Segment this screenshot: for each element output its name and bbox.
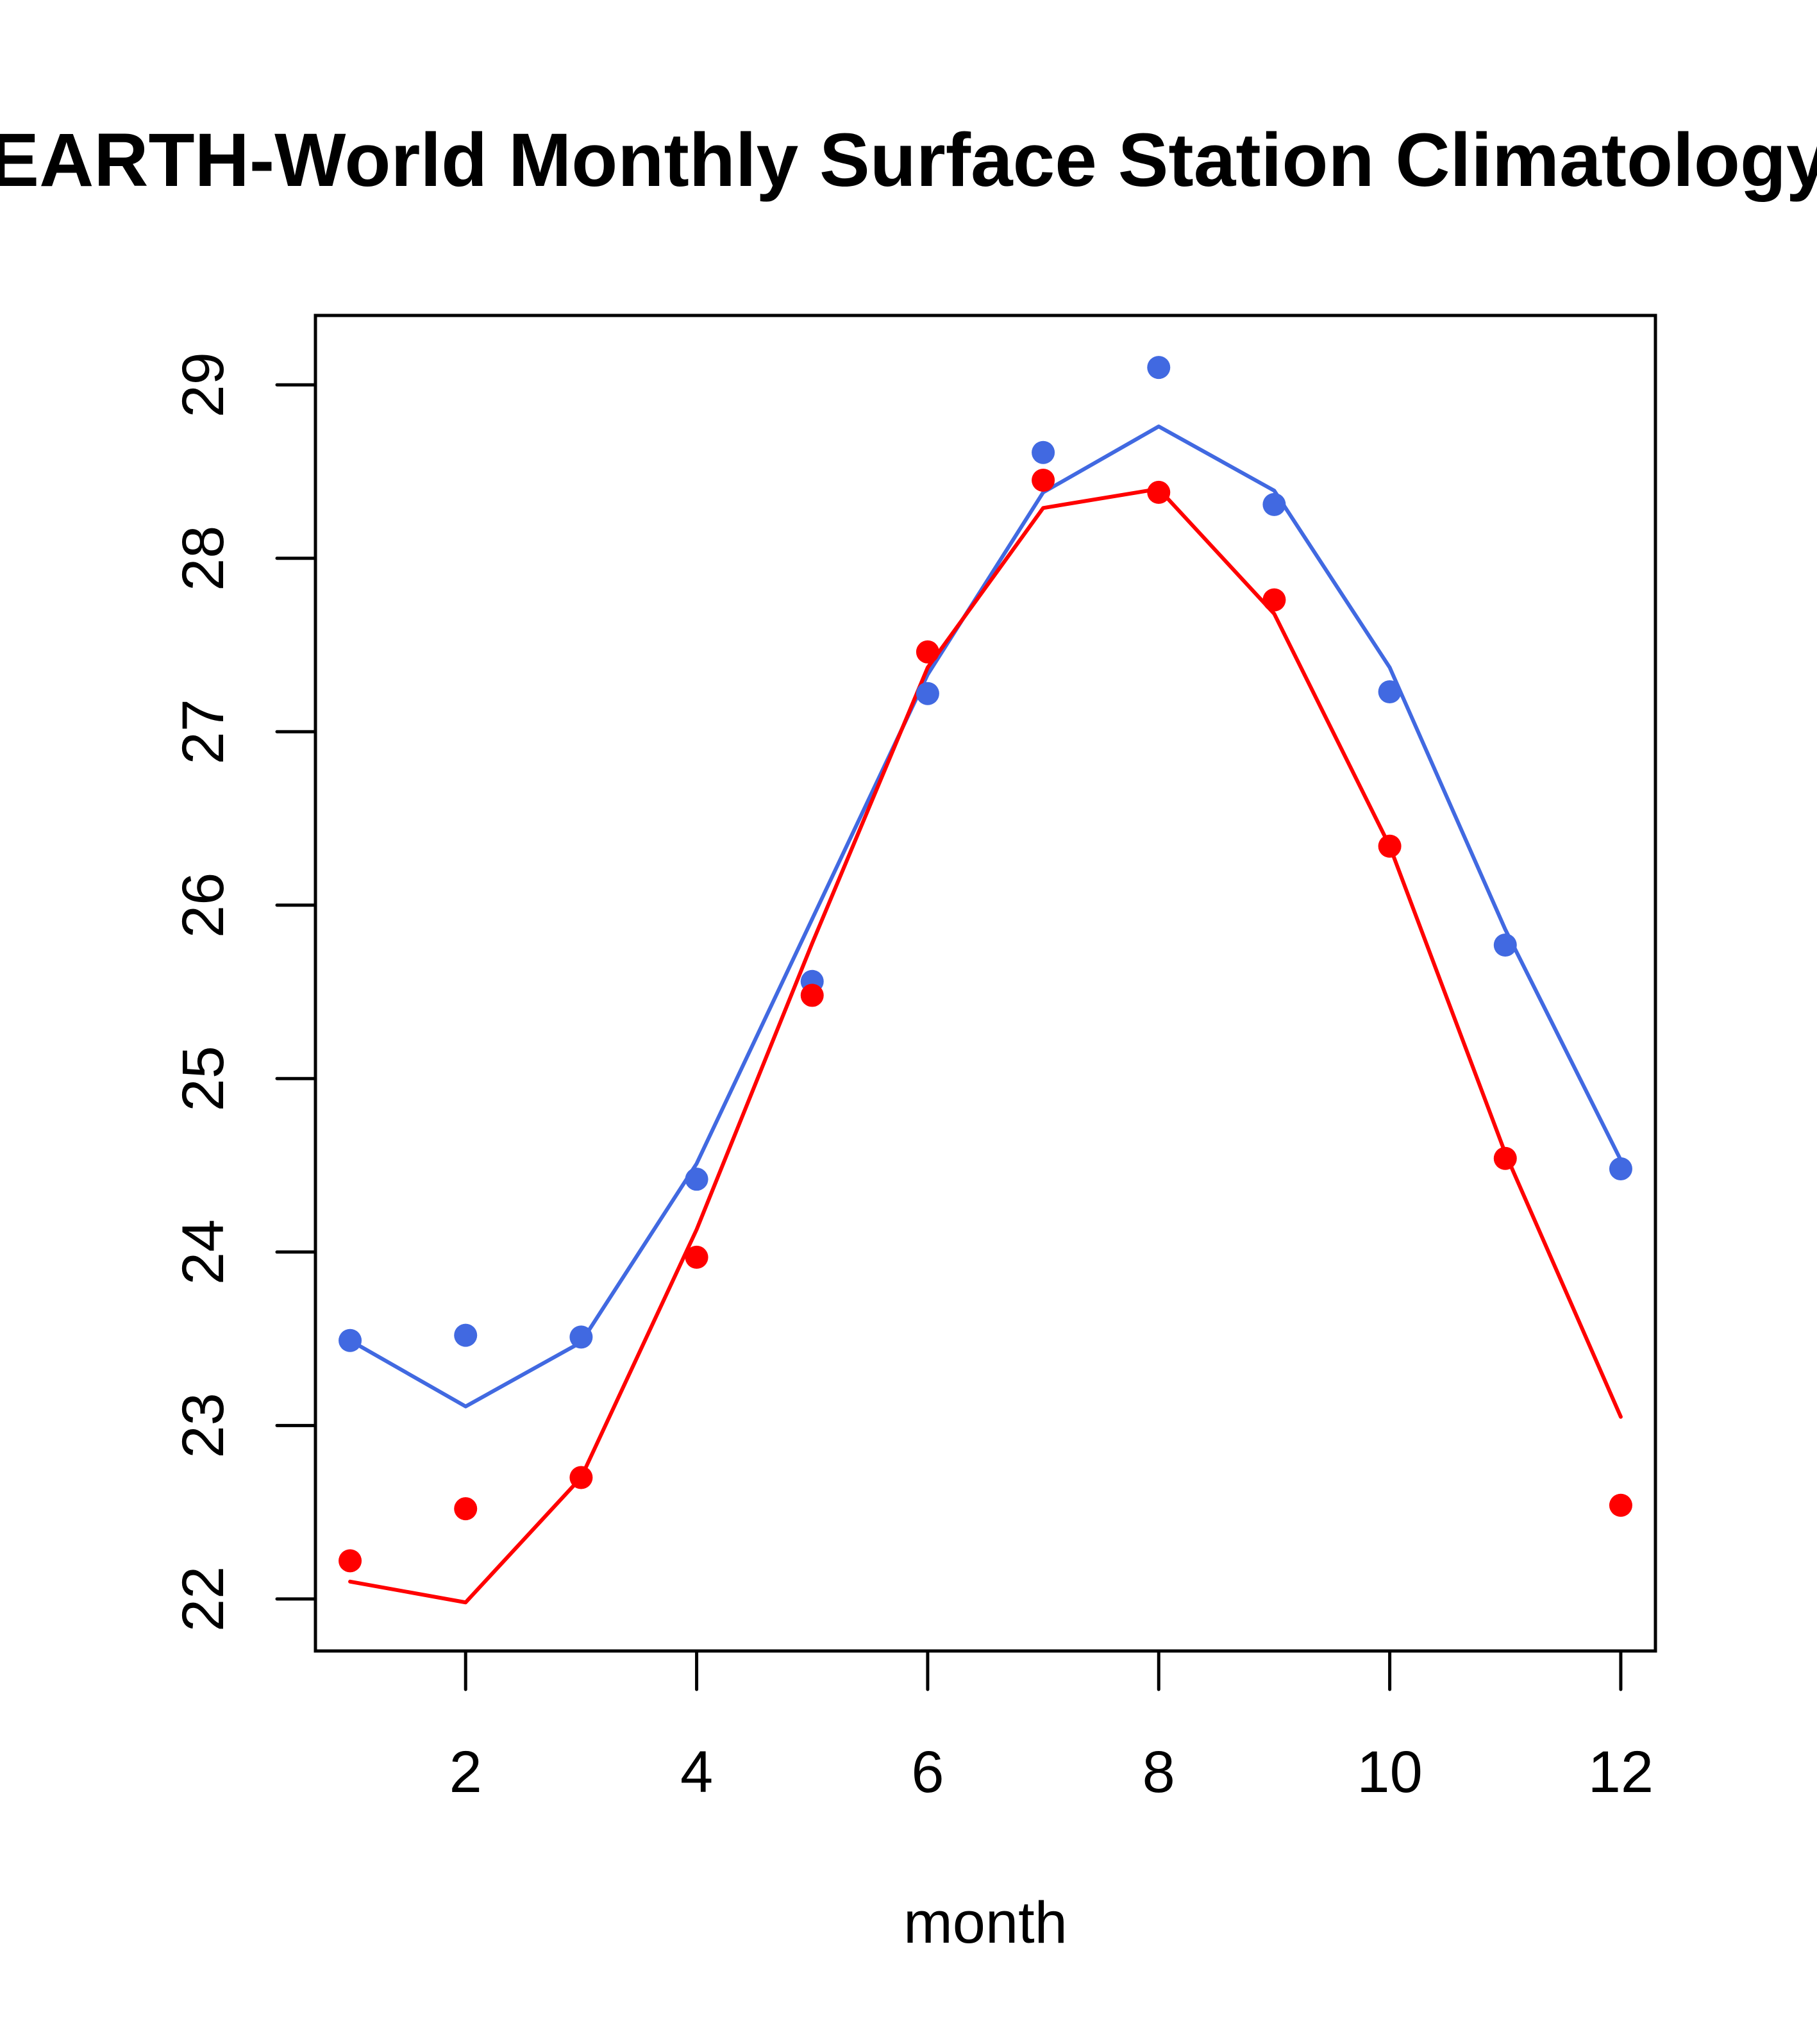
- blue-point: [1609, 1157, 1632, 1180]
- red-point: [339, 1549, 362, 1573]
- y-tick-label: 22: [171, 1566, 236, 1632]
- red-line: [348, 487, 1623, 1605]
- blue-point: [916, 682, 939, 705]
- blue-point: [685, 1168, 708, 1191]
- x-tick-label: 4: [680, 1739, 713, 1805]
- y-tick-label: 23: [171, 1393, 236, 1458]
- x-tick-label: 6: [911, 1739, 944, 1805]
- blue-line: [348, 424, 1623, 1409]
- red-point: [1032, 468, 1055, 492]
- blue-point: [569, 1325, 593, 1349]
- blue-point: [339, 1328, 362, 1352]
- y-tick-label: 27: [171, 699, 236, 764]
- red-point: [454, 1497, 478, 1521]
- red-point: [1609, 1493, 1632, 1517]
- x-tick-label: 10: [1357, 1739, 1422, 1805]
- x-tick-label: 12: [1588, 1739, 1654, 1805]
- blue-point: [1378, 680, 1402, 704]
- blue-point: [1147, 356, 1171, 380]
- y-axis: 22 23 24 25 26 27 28 29: [171, 352, 317, 1632]
- red-point: [1262, 588, 1286, 612]
- red-point: [800, 984, 824, 1007]
- x-tick-label: 2: [449, 1739, 482, 1805]
- blue-point: [1032, 440, 1055, 464]
- chart-title: EARTH-World Monthly Surface Station Clim…: [0, 118, 1817, 203]
- red-point: [1493, 1146, 1517, 1170]
- red-point: [685, 1245, 708, 1269]
- red-point: [1378, 834, 1402, 858]
- x-axis: 2 4 6 8 10 12: [449, 1649, 1654, 1805]
- y-tick-label: 28: [171, 526, 236, 591]
- plot-frame: [314, 314, 1657, 1653]
- blue-point: [1493, 933, 1517, 957]
- blue-point: [454, 1323, 478, 1347]
- y-tick-label: 26: [171, 873, 236, 938]
- y-tick-label: 29: [171, 352, 236, 417]
- red-point: [1147, 480, 1171, 504]
- x-tick-label: 8: [1143, 1739, 1175, 1805]
- y-tick-label: 25: [171, 1046, 236, 1111]
- red-point: [916, 640, 939, 664]
- x-axis-label: month: [903, 1890, 1068, 1956]
- series-layer: [339, 356, 1632, 1605]
- blue-point: [1262, 492, 1286, 516]
- y-tick-label: 24: [171, 1219, 236, 1285]
- red-point: [569, 1466, 593, 1489]
